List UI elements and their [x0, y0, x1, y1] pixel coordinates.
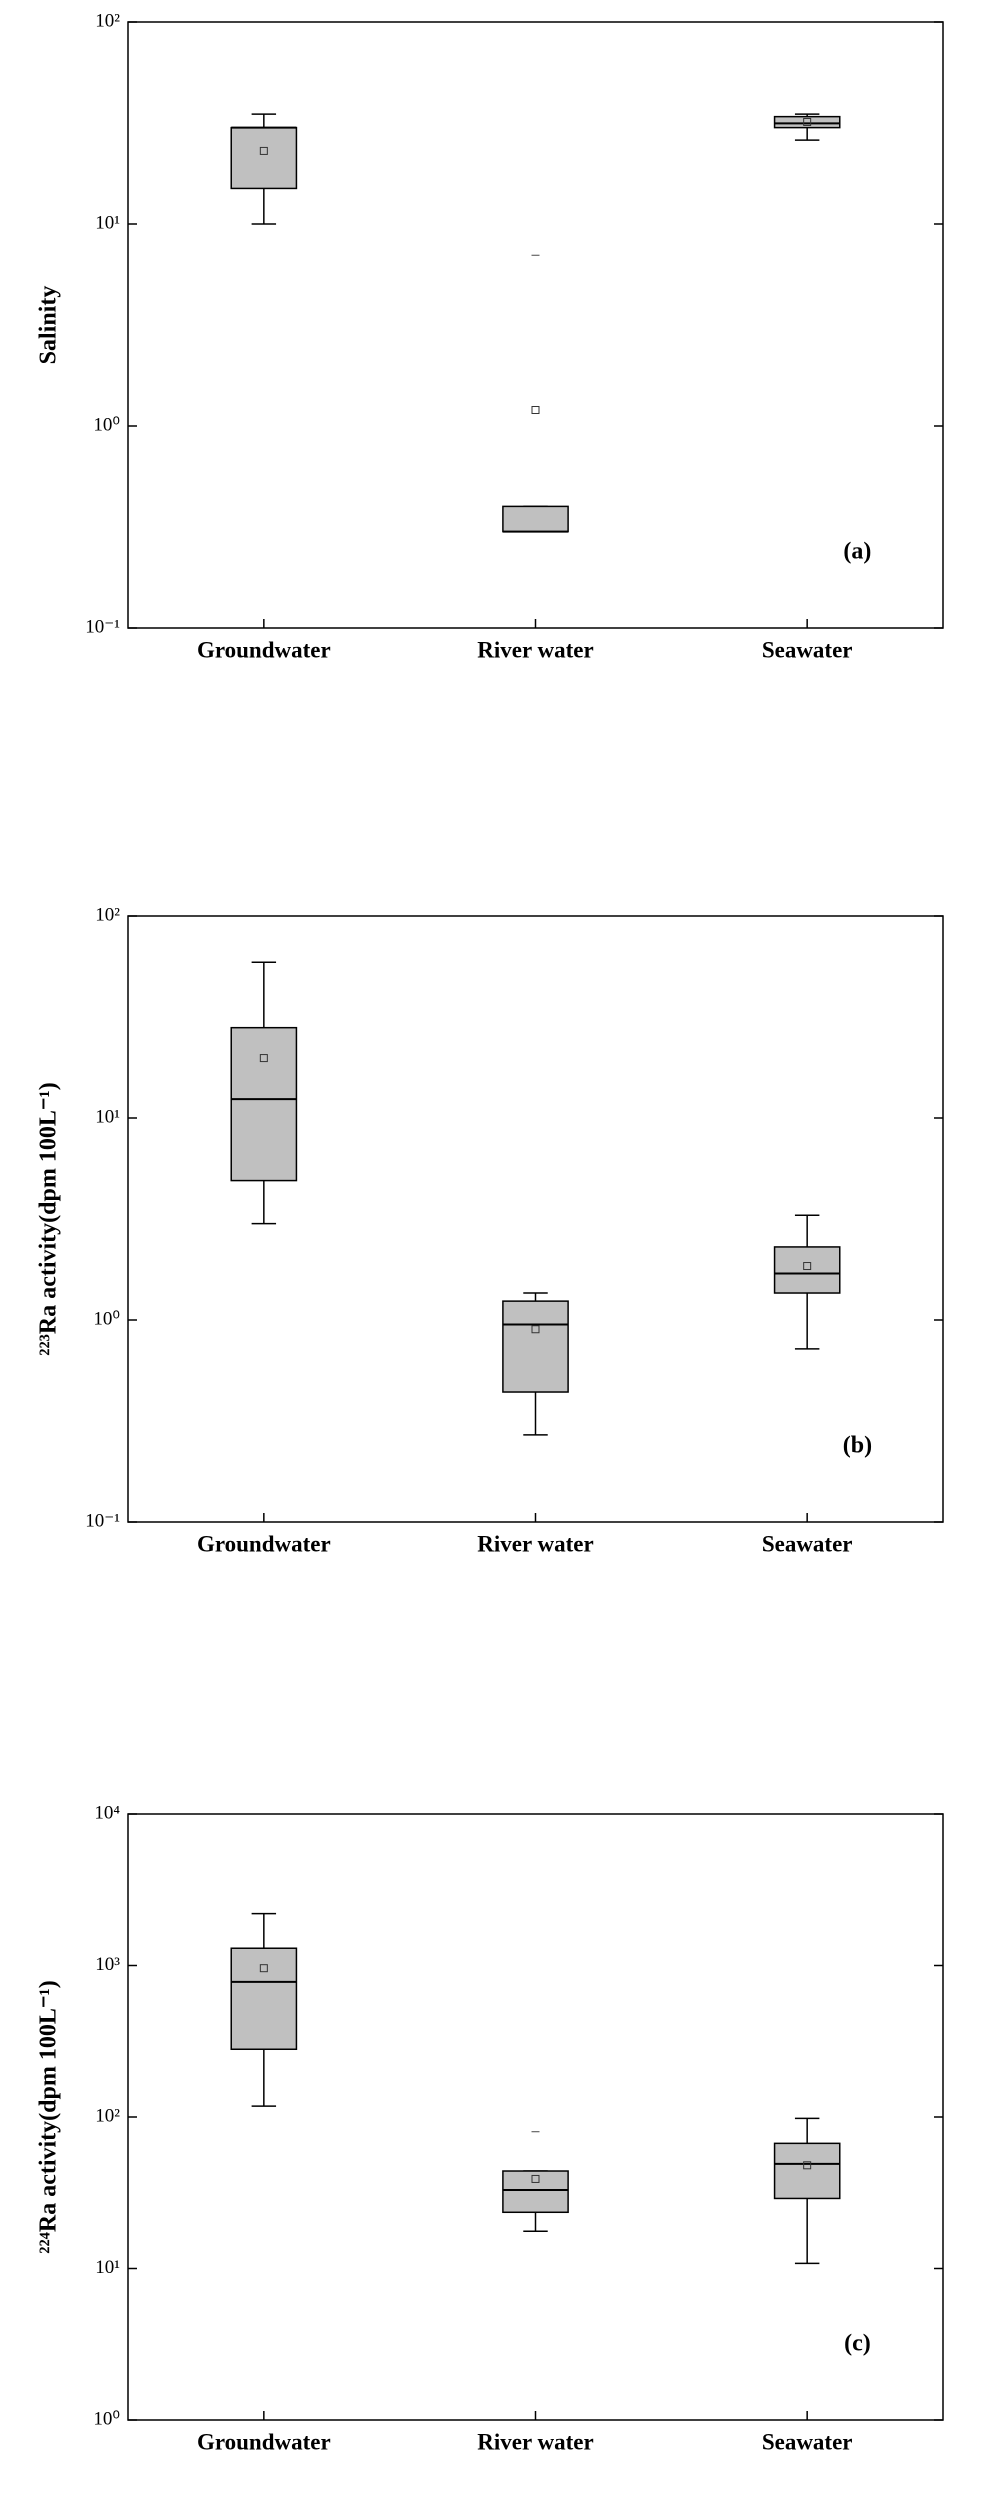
- box: [773, 2142, 841, 2200]
- mean: [803, 2161, 812, 2170]
- mean: [531, 2174, 540, 2183]
- box: [230, 126, 298, 190]
- x-tick-label: Seawater: [762, 1531, 853, 1556]
- box: [773, 115, 841, 129]
- y-tick-label: 10¹: [95, 212, 120, 233]
- panel-label: (a): [843, 538, 871, 564]
- y-tick-label: 10⁰: [93, 414, 120, 435]
- box: [230, 1026, 298, 1182]
- y-tick-label: 10⁴: [94, 1802, 120, 1823]
- y-tick-label: 10¹: [95, 2257, 120, 2278]
- y-tick-label: 10²: [95, 904, 120, 925]
- box: [230, 1947, 298, 2051]
- mean: [259, 146, 268, 155]
- mean: [803, 1262, 812, 1271]
- y-tick-label: 10²: [95, 2105, 120, 2126]
- box: [502, 1300, 569, 1393]
- panel-label: (b): [843, 1432, 872, 1458]
- x-tick-label: Groundwater: [197, 2429, 331, 2454]
- mean: [531, 406, 540, 415]
- y-tick-label: 10¹: [95, 1106, 120, 1127]
- mean: [259, 1054, 268, 1063]
- x-tick-label: River water: [477, 1531, 593, 1556]
- box: [502, 505, 569, 533]
- y-tick-label: 10⁰: [93, 2408, 120, 2429]
- y-tick-label: 10⁻¹: [85, 1510, 120, 1531]
- y-axis-label: ²²⁴Ra activity(dpm 100L⁻¹): [36, 1980, 62, 2253]
- y-tick-label: 10³: [95, 1954, 120, 1975]
- mean: [259, 1964, 268, 1973]
- x-tick-label: Seawater: [762, 637, 853, 662]
- y-axis-label: ²²³Ra activity(dpm 100L⁻¹): [36, 1082, 62, 1355]
- x-tick-label: River water: [477, 637, 593, 662]
- box: [502, 2170, 569, 2214]
- mean: [803, 117, 812, 126]
- panel-label: (c): [844, 2330, 871, 2356]
- y-axis-label: Salinity: [36, 286, 62, 365]
- plot-frame: [127, 1813, 944, 2421]
- y-tick-label: 10⁻¹: [85, 616, 120, 637]
- mean: [531, 1325, 540, 1334]
- plot-frame: [127, 21, 944, 629]
- x-tick-label: Groundwater: [197, 637, 331, 662]
- x-tick-label: Groundwater: [197, 1531, 331, 1556]
- y-tick-label: 10²: [95, 10, 120, 31]
- y-tick-label: 10⁰: [93, 1308, 120, 1329]
- x-tick-label: River water: [477, 2429, 593, 2454]
- x-tick-label: Seawater: [762, 2429, 853, 2454]
